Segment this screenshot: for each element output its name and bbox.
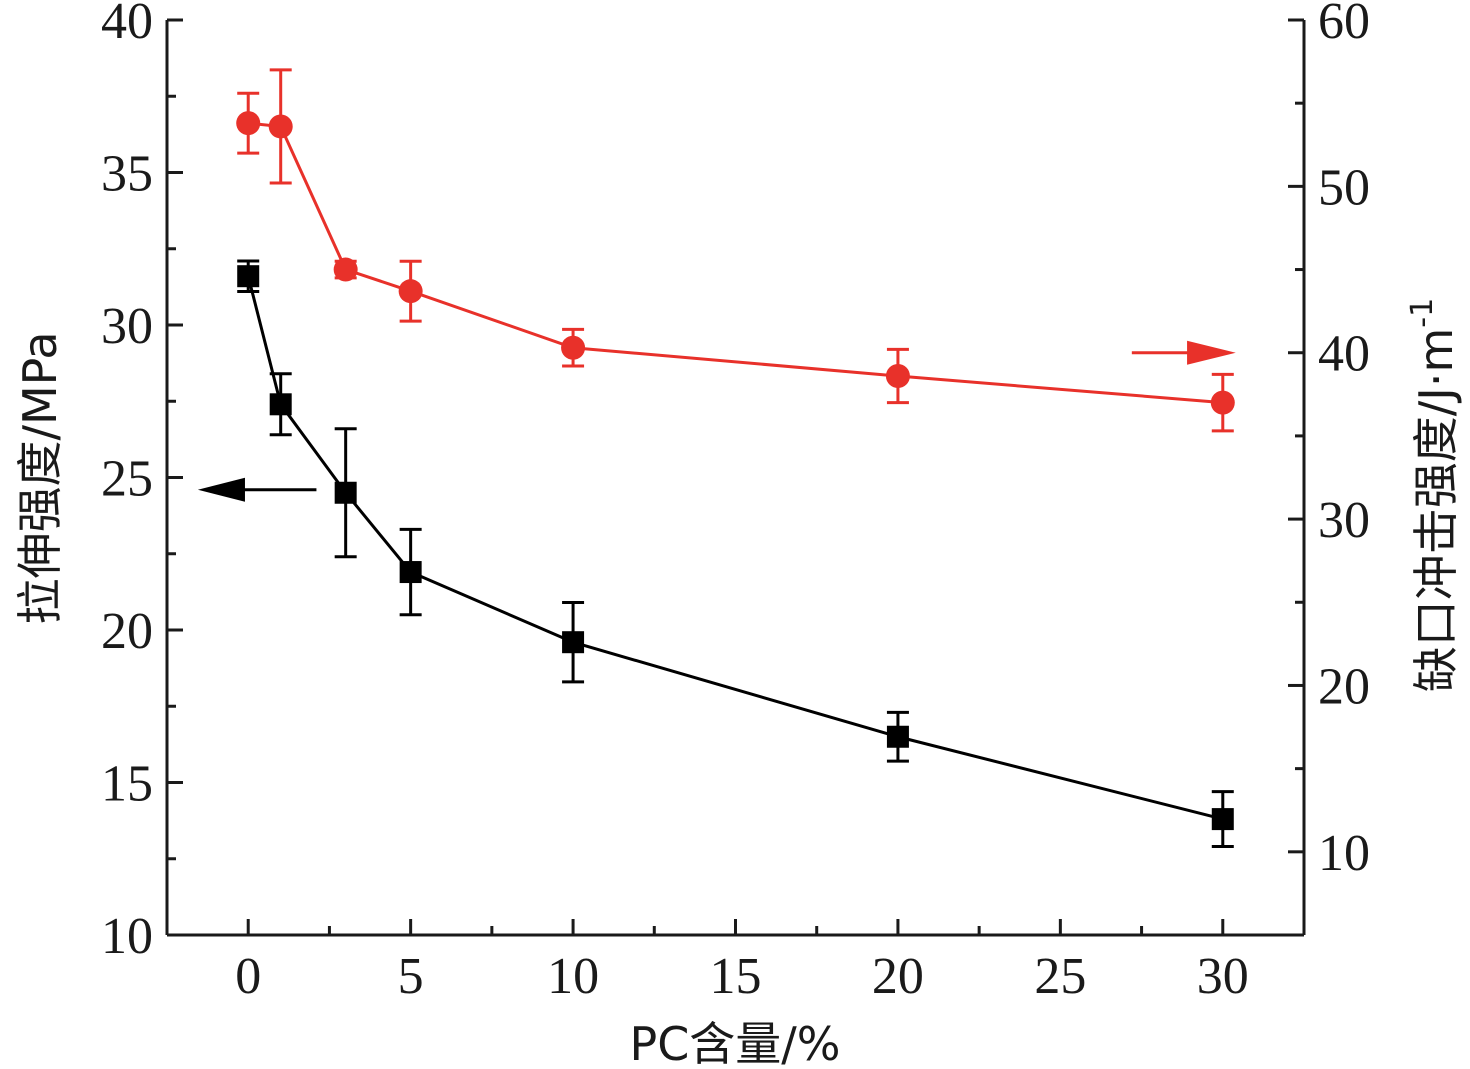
series-layer [236,68,1235,849]
right-pointing-arrow-head [1187,340,1236,365]
data-point [268,114,293,139]
left-y-tick-label: 30 [101,298,153,355]
x-tick-label: 25 [1034,948,1086,1005]
data-point [1211,808,1234,831]
right-y-tick-label: 20 [1318,658,1370,715]
series-line [246,275,1224,821]
data-point [237,265,260,288]
data-point [1210,390,1235,415]
left-y-tick-label: 35 [101,146,153,203]
right-y-tick-label: 10 [1318,825,1370,882]
x-tick-label: 0 [235,948,261,1005]
data-point [561,335,586,360]
data-point [885,364,910,389]
x-axis-title: PC含量/% [629,1017,840,1069]
right-y-tick-label: 40 [1318,326,1370,383]
right-y-axis-title-main: 缺口冲击强度/J·m [1409,328,1463,693]
data-point [236,111,261,136]
x-tick-label: 5 [398,948,424,1005]
right-y-axis-title: 缺口冲击强度/J·m-1 [1405,298,1463,692]
impact-strength-series [236,68,1235,433]
tensile-strength-series [237,259,1234,849]
axes: 0 5 10 15 20 25 30 10 15 20 25 30 35 40 10 20 30 40 50 60 [101,0,1370,1005]
data-point [562,631,585,654]
left-y-tick-label: 15 [101,756,153,813]
right-y-tick-label: 50 [1318,159,1370,216]
data-point [399,561,422,584]
left-y-tick-label: 10 [101,908,153,965]
annotation-layer [197,340,1236,502]
x-tick-label: 15 [710,948,762,1005]
right-y-tick-label: 30 [1318,492,1370,549]
left-y-tick-label: 25 [101,451,153,508]
series-line [248,121,1223,405]
left-y-axis-title: 拉伸强度/MPa [13,331,67,624]
right-y-tick-label: 60 [1318,0,1370,50]
data-point [269,393,292,416]
data-point [334,481,357,504]
data-point [333,257,358,282]
x-tick-label: 30 [1197,948,1249,1005]
right-y-axis-title-exponent: -1 [1405,298,1440,328]
data-point [398,279,423,304]
x-tick-label: 10 [547,948,599,1005]
left-y-tick-label: 40 [101,0,153,50]
data-point [886,725,909,748]
left-pointing-arrow-head [197,477,245,502]
left-y-tick-label: 20 [101,603,153,660]
x-tick-label: 20 [872,948,924,1005]
